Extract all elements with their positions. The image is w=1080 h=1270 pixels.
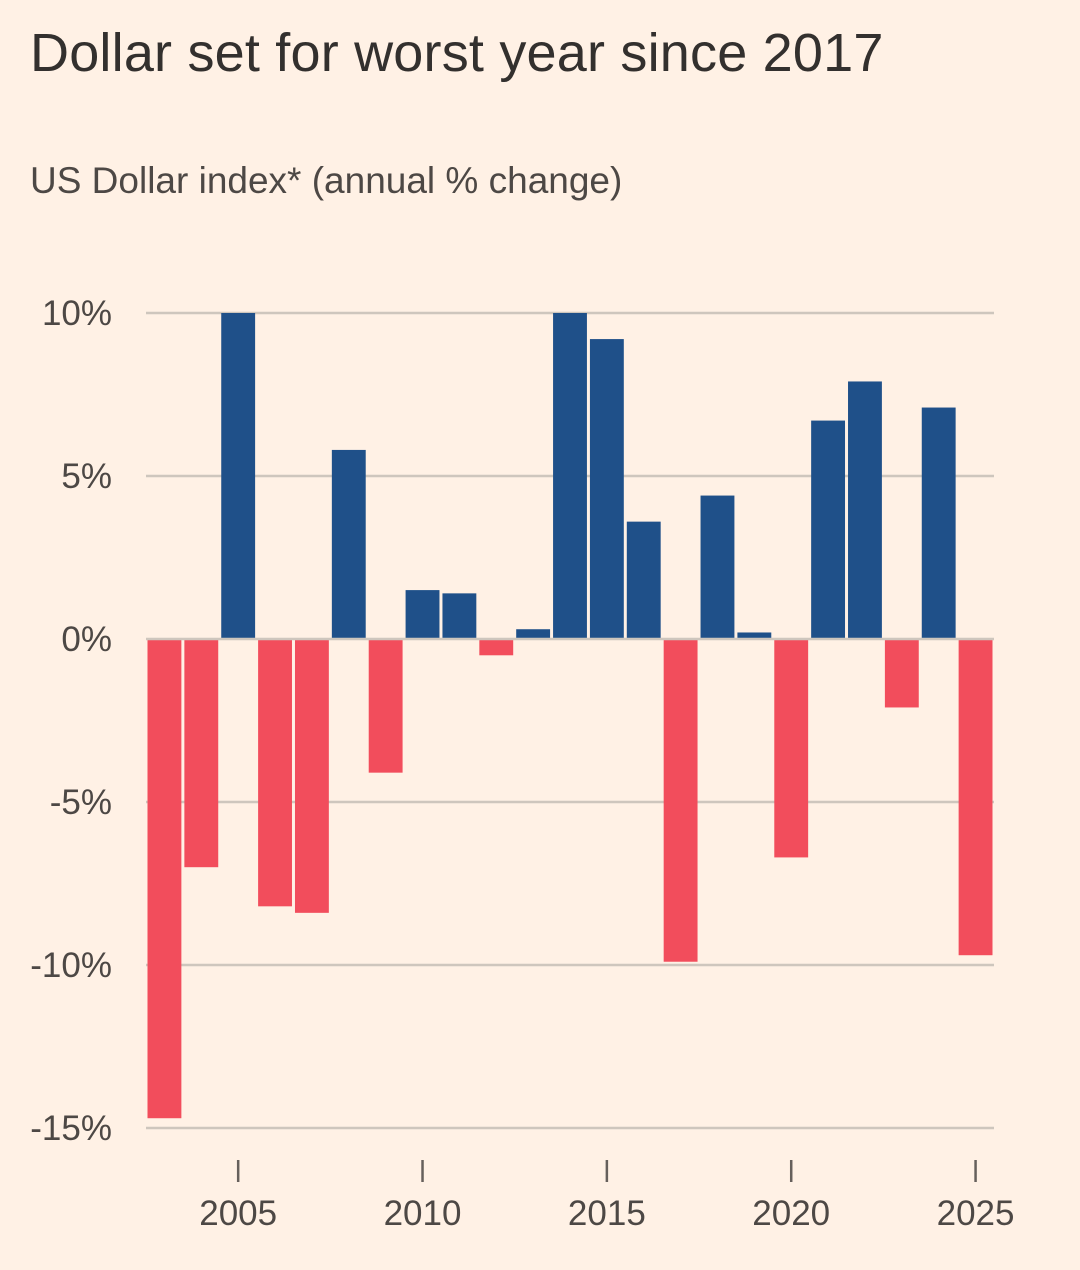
bar-2018 [700,495,735,639]
bar-2011 [442,593,477,639]
x-tick-label: 2025 [937,1194,1015,1233]
y-tick-label: -15% [30,1109,112,1148]
bar-2003 [147,639,182,1119]
x-tick-label: 2020 [752,1194,830,1233]
bar-2008 [331,449,366,639]
chart-title: Dollar set for worst year since 2017 [30,23,884,83]
bar-2009 [368,639,403,773]
y-tick-label: 0% [61,620,112,659]
x-tick-label: 2010 [384,1194,462,1233]
bar-2025 [958,639,993,956]
bar-2006 [258,639,292,907]
y-tick-label: -5% [50,783,112,822]
bar-2020 [774,639,809,858]
bar-2017 [663,639,698,962]
bar-2004 [184,639,219,868]
y-axis-labels: 10% 5% 0% -5% -10% -15% [30,294,112,1148]
bar-2019 [737,632,772,639]
x-tick-label: 2015 [568,1194,646,1233]
bar-2016 [626,521,661,639]
bar-2013 [516,629,551,639]
bar-2021 [811,420,846,639]
bar-2014 [553,313,587,639]
y-tick-label: -10% [30,946,112,985]
x-tick-label: 2005 [199,1194,277,1233]
bar-2010 [405,590,440,639]
x-axis: 2005 2010 2015 2020 2025 [199,1160,1015,1233]
bar-2012 [479,639,514,656]
chart-subtitle: US Dollar index* (annual % change) [30,160,623,201]
y-tick-label: 5% [61,457,112,496]
bar-2022 [848,381,882,639]
bars [147,313,993,1119]
y-tick-label: 10% [42,294,112,333]
bar-2005 [221,313,256,639]
bar-2023 [884,639,919,708]
bar-2015 [589,339,624,639]
bar-2007 [294,639,329,913]
bar-2024 [921,407,956,639]
